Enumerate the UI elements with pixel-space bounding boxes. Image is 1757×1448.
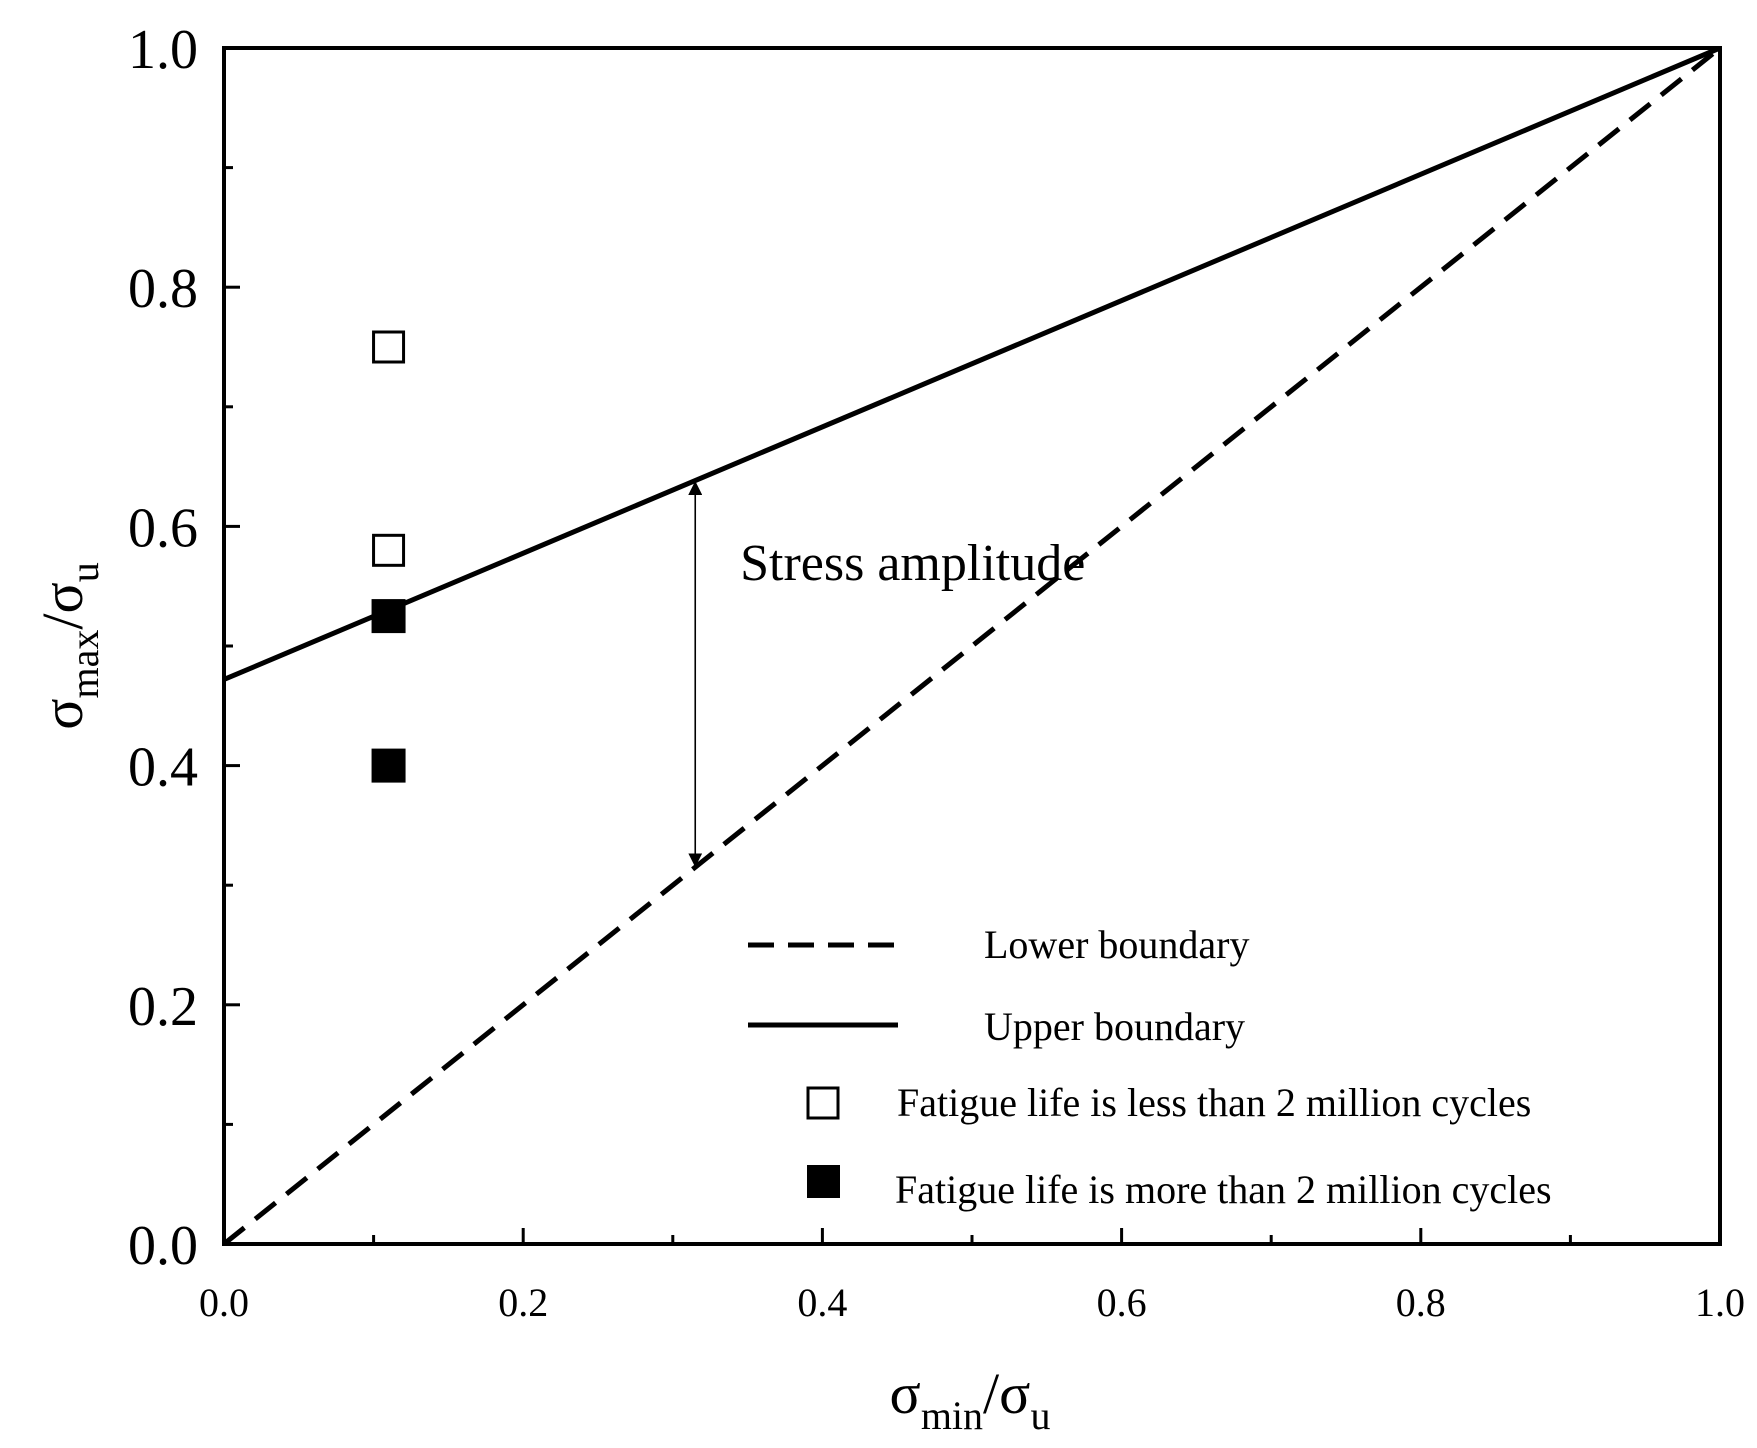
- x-axis-tick-labels: 0.0 0.2 0.4 0.6 0.8 1.0: [199, 1280, 1745, 1325]
- legend-label-lower-boundary: Lower boundary: [984, 922, 1249, 967]
- legend-filled-square-icon: [807, 1165, 840, 1198]
- x-label-rest: /σ: [983, 1361, 1030, 1426]
- y-tick-label: 0.8: [128, 258, 198, 320]
- legend-label-more-than-2-million: Fatigue life is more than 2 million cycl…: [895, 1167, 1552, 1212]
- y-axis-label: σmax/σu: [30, 562, 107, 730]
- lower-boundary-line: [224, 48, 1720, 1244]
- annotation-layer: Stress amplitude: [688, 480, 1085, 868]
- y-label-sub2: u: [62, 562, 107, 582]
- filled-square-point: [371, 748, 406, 783]
- x-label-sub2: u: [1030, 1393, 1050, 1438]
- x-label-sub: min: [921, 1393, 983, 1438]
- x-tick-label: 0.6: [1097, 1280, 1147, 1325]
- filled-square-point: [371, 599, 406, 634]
- stress-amplitude-label: Stress amplitude: [740, 535, 1085, 592]
- open-square-point: [372, 533, 406, 567]
- y-label-main: σ: [30, 699, 95, 730]
- legend-open-square-icon: [806, 1086, 840, 1120]
- y-tick-label: 0.4: [128, 737, 198, 799]
- upper-boundary-line: [224, 48, 1720, 682]
- x-tick-label: 0.0: [199, 1280, 249, 1325]
- legend: Lower boundary Upper boundary Fatigue li…: [748, 922, 1552, 1212]
- y-label-sub: max: [62, 630, 107, 699]
- y-tick-label: 0.6: [128, 497, 198, 559]
- open-square-point: [372, 330, 406, 364]
- y-tick-label: 0.2: [128, 976, 198, 1038]
- y-label-rest: /σ: [30, 582, 95, 629]
- x-axis-label: σmin/σu: [890, 1361, 1051, 1438]
- x-tick-label: 0.2: [498, 1280, 548, 1325]
- y-tick-label: 1.0: [128, 19, 198, 81]
- legend-label-upper-boundary: Upper boundary: [984, 1004, 1245, 1049]
- legend-label-less-than-2-million: Fatigue life is less than 2 million cycl…: [897, 1080, 1531, 1125]
- x-tick-label: 0.4: [797, 1280, 847, 1325]
- y-tick-label: 0.0: [128, 1215, 198, 1277]
- y-axis-tick-labels: 0.0 0.2 0.4 0.6 0.8 1.0: [128, 19, 198, 1277]
- series-layer: [224, 48, 1720, 1244]
- plot-frame: [222, 46, 1722, 1246]
- x-tick-label: 1.0: [1695, 1280, 1745, 1325]
- x-label-main: σ: [890, 1361, 921, 1426]
- x-tick-label: 0.8: [1396, 1280, 1446, 1325]
